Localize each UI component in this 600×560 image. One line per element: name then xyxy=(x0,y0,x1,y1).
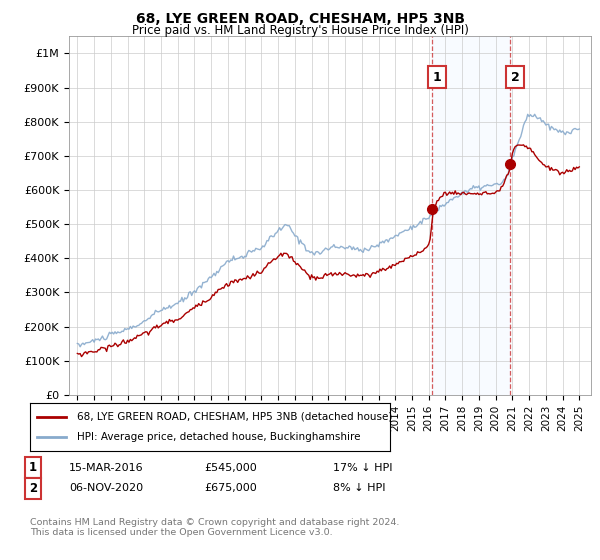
Text: 8% ↓ HPI: 8% ↓ HPI xyxy=(333,483,386,493)
Text: 1: 1 xyxy=(433,71,442,84)
Bar xyxy=(432,36,510,395)
Text: 2: 2 xyxy=(29,482,37,495)
Text: 68, LYE GREEN ROAD, CHESHAM, HP5 3NB (detached house): 68, LYE GREEN ROAD, CHESHAM, HP5 3NB (de… xyxy=(77,412,392,422)
Text: £675,000: £675,000 xyxy=(204,483,257,493)
Text: 17% ↓ HPI: 17% ↓ HPI xyxy=(333,463,392,473)
Text: 06-NOV-2020: 06-NOV-2020 xyxy=(69,483,143,493)
Text: 2: 2 xyxy=(511,71,519,84)
Text: 68, LYE GREEN ROAD, CHESHAM, HP5 3NB: 68, LYE GREEN ROAD, CHESHAM, HP5 3NB xyxy=(136,12,464,26)
Text: Price paid vs. HM Land Registry's House Price Index (HPI): Price paid vs. HM Land Registry's House … xyxy=(131,24,469,37)
Text: £545,000: £545,000 xyxy=(204,463,257,473)
Text: Contains HM Land Registry data © Crown copyright and database right 2024.
This d: Contains HM Land Registry data © Crown c… xyxy=(30,518,400,538)
Text: HPI: Average price, detached house, Buckinghamshire: HPI: Average price, detached house, Buck… xyxy=(77,432,360,442)
Text: 15-MAR-2016: 15-MAR-2016 xyxy=(69,463,143,473)
Text: 1: 1 xyxy=(29,461,37,474)
